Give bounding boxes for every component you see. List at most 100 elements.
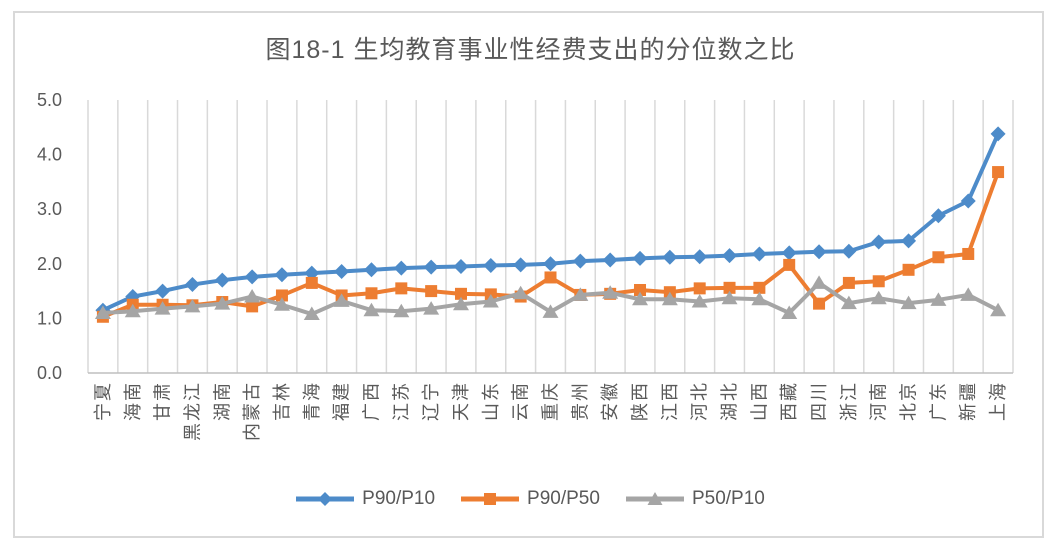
- diamond-marker-icon: [393, 260, 409, 276]
- diamond-marker-icon: [990, 126, 1006, 142]
- triangle-marker-icon: [452, 296, 469, 311]
- diamond-marker-icon: [423, 259, 439, 275]
- square-marker-icon: [842, 276, 855, 289]
- square-marker-icon: [634, 284, 647, 297]
- triangle-marker-icon: [632, 291, 649, 306]
- p90-p50-square-marker-icon: [461, 493, 520, 505]
- x-tick-label: 陕西: [630, 381, 650, 421]
- triangle-marker-icon: [244, 289, 261, 303]
- legend-item-p50-p10: P50/P10: [625, 488, 765, 510]
- diamond-marker-icon: [781, 245, 797, 261]
- triangle-marker-icon: [184, 298, 201, 313]
- triangle-marker-icon: [811, 275, 828, 289]
- x-tick-label: 广西: [361, 381, 381, 421]
- x-tick-label: 广东: [928, 381, 948, 421]
- y-tick-label: 1.0: [37, 308, 62, 328]
- x-tick-label: 福建: [332, 381, 352, 421]
- triangle-marker-icon: [214, 296, 231, 310]
- triangle-marker-icon: [751, 291, 768, 306]
- y-tick-label: 0.0: [37, 363, 62, 383]
- triangle-marker-icon: [661, 291, 678, 306]
- x-tick-label: 江西: [660, 381, 680, 421]
- legend-label: P90/P50: [527, 488, 600, 509]
- x-tick-label: 四川: [809, 381, 829, 421]
- diamond-marker-icon: [334, 263, 350, 279]
- triangle-marker-icon: [930, 292, 947, 306]
- diamond-marker-icon: [692, 249, 708, 265]
- x-tick-label: 上海: [988, 381, 1008, 421]
- square-marker-icon: [932, 251, 945, 264]
- triangle-marker-icon: [273, 297, 290, 311]
- y-tick-label: 2.0: [37, 254, 62, 274]
- y-tick-label: 4.0: [37, 145, 62, 165]
- triangle-marker-icon: [721, 290, 738, 305]
- x-tick-label: 重庆: [541, 381, 561, 421]
- diamond-marker-icon: [184, 277, 200, 293]
- triangle-marker-icon: [393, 303, 410, 318]
- triangle-marker-icon: [542, 304, 559, 318]
- triangle-marker-icon: [94, 305, 111, 319]
- diamond-marker-icon: [453, 259, 469, 275]
- x-tick-label: 北京: [899, 381, 919, 421]
- square-marker-icon: [813, 297, 826, 310]
- x-tick-label: 天津: [451, 381, 471, 421]
- diamond-marker-icon: [543, 256, 558, 272]
- diamond-marker-icon: [602, 252, 618, 268]
- diamond-marker-icon: [930, 208, 946, 224]
- x-tick-label: 云南: [511, 381, 531, 421]
- x-tick-label: 贵州: [570, 381, 590, 421]
- triangle-marker-icon: [900, 295, 917, 310]
- x-tick-label: 江苏: [391, 381, 411, 421]
- triangle-legend-glyph: [647, 492, 663, 505]
- triangle-marker-icon: [363, 302, 380, 317]
- x-tick-label: 海南: [123, 381, 143, 421]
- p90-p10-diamond-marker-icon: [296, 492, 355, 506]
- square-marker-icon: [395, 282, 408, 295]
- triangle-marker-icon: [990, 302, 1007, 317]
- y-tick-label: 3.0: [37, 199, 62, 219]
- square-marker-icon: [723, 281, 736, 294]
- x-tick-label: 湖南: [212, 381, 232, 421]
- x-tick-label: 黑龙江: [182, 381, 202, 441]
- square-marker-icon: [275, 289, 288, 302]
- triangle-marker-icon: [303, 306, 320, 321]
- square-marker-icon: [246, 300, 259, 313]
- x-tick-label: 青海: [302, 381, 322, 421]
- x-tick-label: 新疆: [958, 381, 978, 421]
- x-tick-label: 河南: [869, 381, 889, 421]
- legend-label: P50/P10: [691, 488, 765, 509]
- triangle-marker-icon: [572, 287, 589, 301]
- x-tick-label: 宁夏: [93, 381, 113, 421]
- p50-p10-triangle-marker-icon: [625, 492, 684, 505]
- square-marker-icon: [902, 263, 915, 276]
- diamond-marker-icon: [901, 233, 917, 249]
- square-marker-icon: [544, 271, 557, 284]
- diamond-marker-icon: [871, 234, 887, 250]
- diamond-marker-icon: [572, 253, 588, 269]
- square-marker-icon: [992, 166, 1005, 179]
- legend: P90/P10 P90/P50 P50/P10: [0, 488, 1061, 510]
- square-marker-icon: [454, 287, 467, 300]
- triangle-marker-icon: [960, 287, 977, 301]
- triangle-marker-icon: [602, 285, 619, 299]
- triangle-marker-icon: [870, 290, 887, 305]
- legend-label: P90/P10: [362, 488, 436, 509]
- legend-item-p90-p10: P90/P10: [296, 488, 435, 510]
- diamond-marker-icon: [214, 272, 230, 288]
- triangle-marker-icon: [333, 293, 350, 307]
- x-tick-label: 吉林: [272, 381, 292, 421]
- diamond-marker-icon: [751, 246, 767, 262]
- square-marker-icon: [783, 258, 796, 271]
- diamond-marker-icon: [483, 257, 499, 273]
- x-tick-label: 山东: [481, 381, 501, 421]
- triangle-marker-icon: [482, 293, 499, 308]
- triangle-marker-icon: [512, 285, 529, 300]
- x-tick-label: 西藏: [779, 381, 799, 421]
- triangle-marker-icon: [840, 295, 857, 310]
- triangle-marker-icon: [154, 301, 171, 315]
- diamond-legend-glyph: [318, 492, 333, 506]
- square-marker-icon: [425, 285, 438, 298]
- diamond-marker-icon: [244, 269, 260, 285]
